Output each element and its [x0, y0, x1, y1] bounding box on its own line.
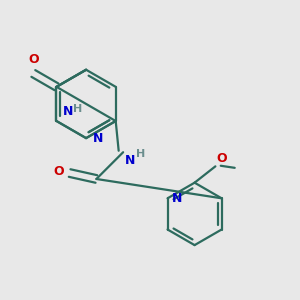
- Text: N: N: [124, 154, 135, 167]
- Text: N: N: [62, 105, 73, 118]
- Text: H: H: [136, 149, 145, 159]
- Text: N: N: [93, 132, 103, 145]
- Text: N: N: [172, 192, 182, 205]
- Text: O: O: [53, 165, 64, 178]
- Text: O: O: [28, 53, 39, 66]
- Text: H: H: [73, 103, 82, 114]
- Text: O: O: [217, 152, 227, 165]
